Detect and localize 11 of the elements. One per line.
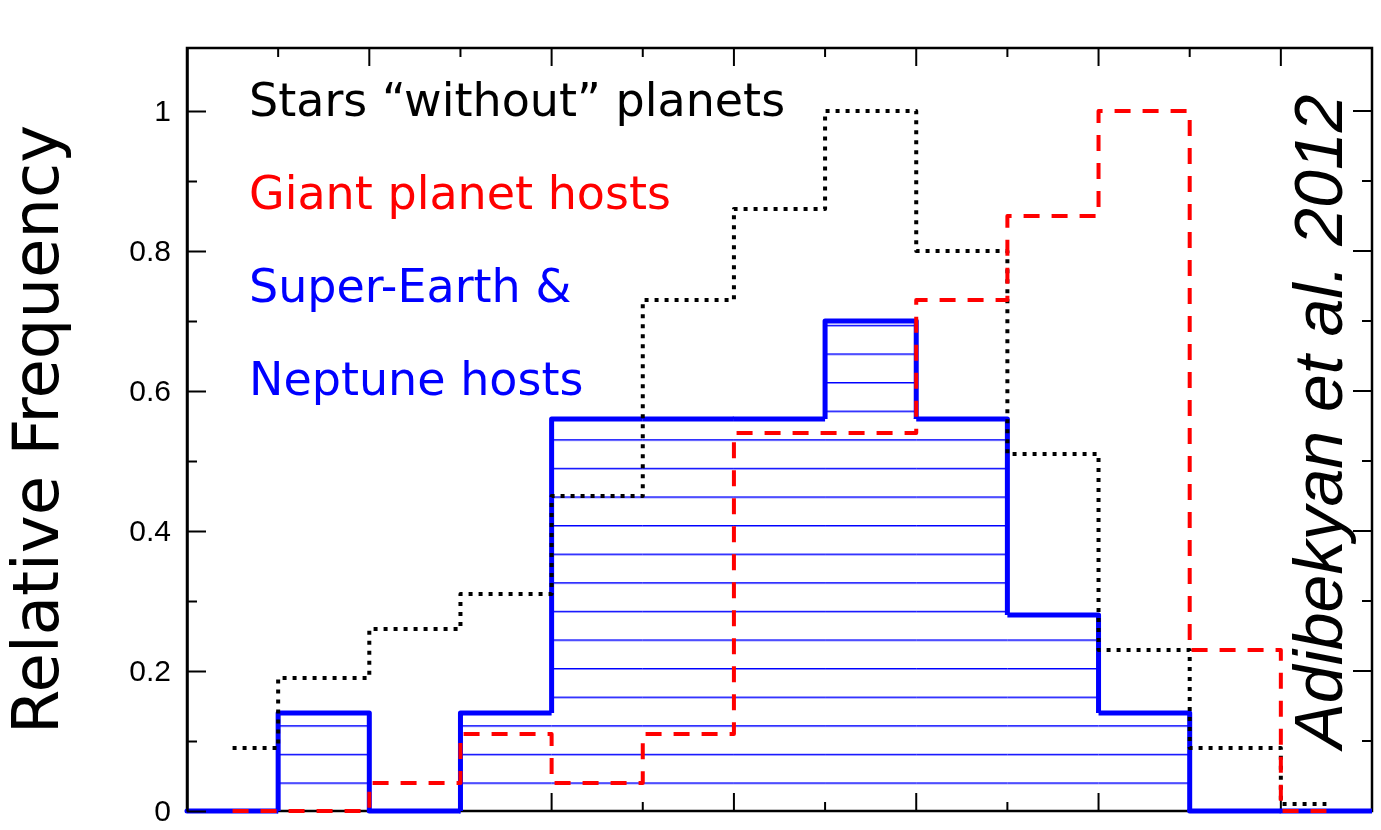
y-tick-label: 0.4: [129, 514, 171, 548]
y-tick-label: 0.6: [129, 374, 171, 408]
text: Giant planet hosts: [249, 166, 671, 220]
y-tick-label: 1: [154, 94, 171, 128]
series-label: Super-Earth & Neptune hosts: [249, 259, 584, 406]
y-tick-label: 0: [154, 794, 171, 828]
y-tick-label: 0.2: [129, 654, 171, 688]
legend-label: Stars “without” planets: [249, 73, 786, 127]
y-tick-label: 0.8: [129, 234, 171, 268]
y-axis-title: Relative Frequency: [0, 124, 73, 735]
annotation: Adibekyan et al. 2012: [1280, 94, 1356, 753]
